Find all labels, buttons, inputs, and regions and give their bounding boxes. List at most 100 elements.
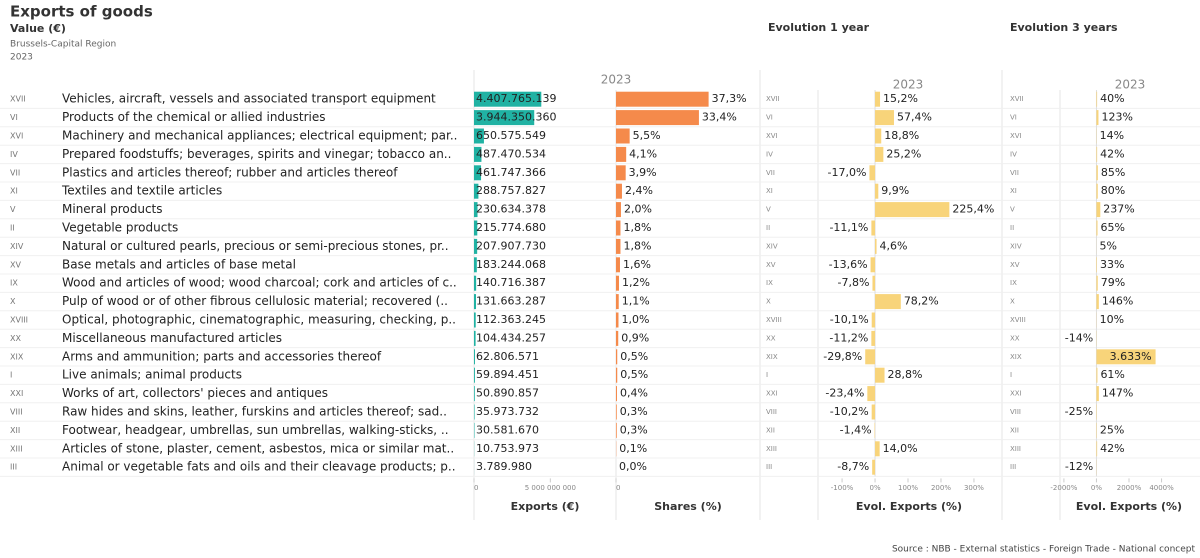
bar	[474, 257, 477, 273]
bar	[875, 128, 882, 144]
value-label: 40%	[1100, 92, 1124, 105]
row-code: IX	[10, 279, 18, 288]
row-label: Vegetable products	[62, 221, 178, 235]
bar	[616, 330, 619, 346]
x-tick-label: 2000%	[1117, 484, 1142, 492]
row-code: XXI	[10, 389, 23, 398]
value-label: 0,1%	[619, 442, 647, 455]
bar	[616, 183, 622, 199]
value-label: -7,8%	[838, 276, 870, 289]
value-label: 2,4%	[625, 184, 653, 197]
bar	[616, 312, 619, 328]
bar	[616, 257, 620, 273]
x-tick-label: 200%	[931, 484, 951, 492]
value-label: 288.757.827	[476, 184, 546, 197]
value-label: 78,2%	[904, 295, 939, 308]
row-code: IX	[766, 279, 773, 287]
value-label: 3.944.350.360	[476, 111, 556, 124]
value-label: 207.907.730	[476, 239, 546, 252]
value-label: 42%	[1100, 442, 1124, 455]
value-label: -11,1%	[829, 221, 868, 234]
value-label: 3,9%	[629, 166, 657, 179]
value-label: 18,8%	[884, 129, 919, 142]
row-code: III	[1010, 463, 1016, 471]
value-label: 650.575.549	[476, 129, 546, 142]
row-code: I	[766, 371, 768, 379]
value-label: 1,8%	[623, 239, 651, 252]
value-label: 61%	[1100, 368, 1124, 381]
bar	[616, 386, 617, 402]
x-tick-label: -2000%	[1050, 484, 1077, 492]
value-label: 10.753.973	[476, 442, 539, 455]
row-code: XI	[10, 187, 18, 196]
value-label: 65%	[1101, 221, 1125, 234]
bar	[616, 367, 618, 383]
bar	[1096, 146, 1098, 162]
row-label: Animal or vegetable fats and oils and th…	[62, 460, 456, 474]
row-code: XX	[1010, 334, 1020, 342]
year: 2023	[10, 53, 33, 63]
bar	[1096, 220, 1098, 236]
source: Source : NBB - External statistics - For…	[892, 545, 1196, 555]
bar	[474, 146, 482, 162]
bar	[871, 330, 876, 346]
row-code: XIII	[766, 445, 777, 453]
bar	[1096, 165, 1098, 181]
value-label: 0,4%	[620, 387, 648, 400]
value-label: 237%	[1103, 203, 1134, 216]
row-label: Machinery and mechanical appliances; ele…	[62, 129, 457, 143]
bar	[872, 275, 876, 291]
row-label: Wood and articles of wood; wood charcoal…	[62, 276, 457, 290]
row-code: VII	[766, 169, 775, 177]
row-label: Base metals and articles of base metal	[62, 257, 296, 271]
bar	[1096, 183, 1098, 199]
value-label: 50.890.857	[476, 387, 539, 400]
bar	[616, 110, 699, 126]
bar	[616, 220, 621, 236]
bar	[1096, 275, 1098, 291]
row-code: XVI	[10, 132, 23, 141]
x-tick-label: 5 000 000 000	[525, 484, 576, 492]
row-label: Arms and ammunition; parts and accessori…	[62, 349, 382, 363]
column-header: 2023	[1115, 78, 1146, 92]
bar	[616, 404, 617, 420]
bar	[474, 165, 482, 181]
bar	[474, 110, 535, 126]
value-label: 85%	[1101, 166, 1125, 179]
value-label: 2,0%	[624, 203, 652, 216]
row-code: XV	[1010, 261, 1020, 269]
value-label: 0,3%	[620, 405, 648, 418]
bar	[865, 349, 876, 365]
x-tick-label: 0%	[1091, 484, 1102, 492]
bar	[474, 312, 476, 328]
value-label: 4,1%	[629, 147, 657, 160]
bar	[875, 367, 885, 383]
row-code: VIII	[10, 408, 23, 417]
value-label: 33,4%	[702, 111, 737, 124]
value-label: 0,0%	[619, 460, 647, 473]
value-label: 131.663.287	[476, 295, 546, 308]
bar	[616, 275, 619, 291]
row-label: Vehicles, aircraft, vessels and associat…	[62, 92, 436, 106]
row-code: X	[10, 297, 16, 306]
column-header: 2023	[893, 78, 924, 92]
bar	[872, 459, 876, 475]
value-label: 1,1%	[622, 295, 650, 308]
row-code: III	[766, 463, 772, 471]
row-label: Natural or cultured pearls, precious or …	[62, 239, 449, 253]
bar	[875, 91, 881, 107]
value-label: -17,0%	[828, 166, 867, 179]
row-code: XIII	[1010, 445, 1021, 453]
bar	[1096, 257, 1097, 273]
row-code: XIX	[10, 352, 24, 361]
value-label: -12%	[1065, 460, 1093, 473]
bar	[616, 202, 621, 218]
bar	[1096, 386, 1099, 402]
bar	[474, 275, 477, 291]
row-code: XVI	[1010, 132, 1022, 140]
column-header: 2023	[601, 73, 632, 87]
title: Exports of goods	[10, 3, 153, 21]
bar	[616, 349, 618, 365]
bar	[616, 91, 709, 107]
value-label: 37,3%	[712, 92, 747, 105]
